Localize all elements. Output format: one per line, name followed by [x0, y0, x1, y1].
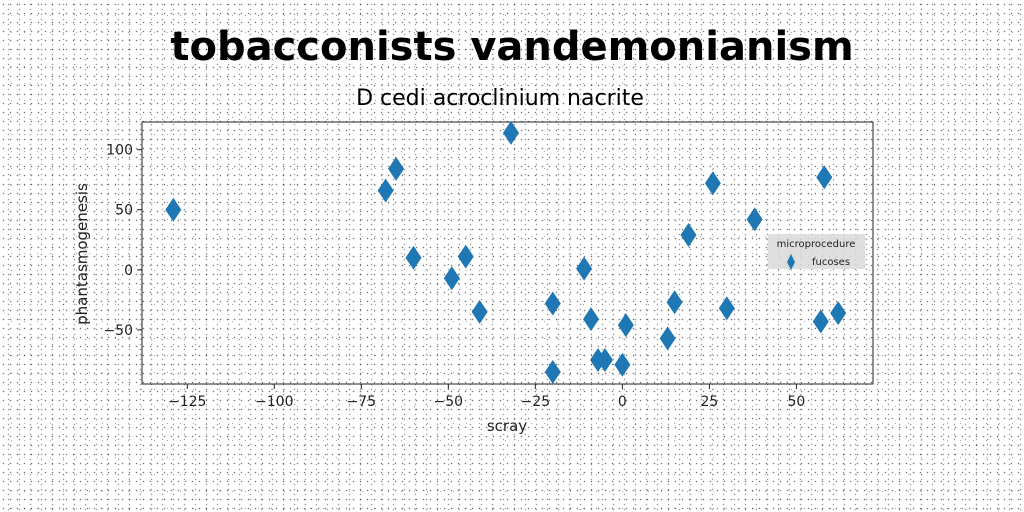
- legend-box: [768, 234, 865, 269]
- data-point-diamond: [457, 244, 474, 269]
- data-point-diamond: [544, 359, 561, 384]
- x-axis-label: scray: [487, 417, 527, 435]
- x-tick-label: 25: [700, 394, 718, 410]
- legend-marker-fucoses: [787, 254, 795, 270]
- y-tick-label: 0: [124, 263, 133, 279]
- data-point-diamond: [704, 171, 721, 196]
- x-axis-ticks: −125 −100 −75 −50 −25 0 25 50: [168, 384, 805, 410]
- data-point-diamond: [405, 245, 422, 270]
- x-tick-label: −125: [168, 394, 206, 410]
- y-tick-label: −50: [103, 323, 133, 339]
- data-point-diamond: [746, 207, 763, 232]
- x-tick-label: 50: [788, 394, 806, 410]
- data-point-diamond: [718, 296, 735, 321]
- y-tick-label: 50: [115, 203, 133, 219]
- data-point-diamond: [443, 266, 460, 291]
- x-tick-label: 0: [618, 394, 627, 410]
- data-point-diamond: [680, 222, 697, 247]
- y-tick-label: 100: [106, 143, 133, 159]
- data-points: [165, 120, 847, 384]
- x-tick-label: −25: [521, 394, 551, 410]
- data-point-diamond: [502, 120, 519, 145]
- data-point-diamond: [812, 309, 829, 334]
- data-point-diamond: [471, 299, 488, 324]
- chart-subtitle: D cedi acroclinium nacrite: [356, 86, 644, 111]
- data-point-diamond: [617, 313, 634, 338]
- data-point-diamond: [666, 290, 683, 315]
- legend: microprocedure fucoses: [768, 234, 865, 270]
- legend-label-fucoses: fucoses: [812, 257, 850, 268]
- x-tick-label: −75: [347, 394, 377, 410]
- legend-title: microprocedure: [777, 239, 856, 250]
- x-tick-label: −50: [434, 394, 464, 410]
- data-point-diamond: [583, 307, 600, 332]
- data-point-diamond: [816, 165, 833, 190]
- data-point-diamond: [596, 347, 613, 372]
- data-point-diamond: [659, 326, 676, 351]
- plot-area: [141, 121, 874, 385]
- data-point-diamond: [377, 178, 394, 203]
- data-point-diamond: [614, 352, 631, 377]
- data-point-diamond: [544, 291, 561, 316]
- x-tick-label: −100: [255, 394, 293, 410]
- data-point-diamond: [830, 301, 847, 326]
- y-axis-label: phantasmogenesis: [73, 183, 91, 325]
- data-point-diamond: [576, 256, 593, 281]
- chart-title: tobacconists vandemonianism: [170, 24, 854, 70]
- data-point-diamond: [165, 197, 182, 222]
- data-point-diamond: [388, 156, 405, 181]
- y-axis-ticks: 100 50 0 −50: [103, 143, 142, 339]
